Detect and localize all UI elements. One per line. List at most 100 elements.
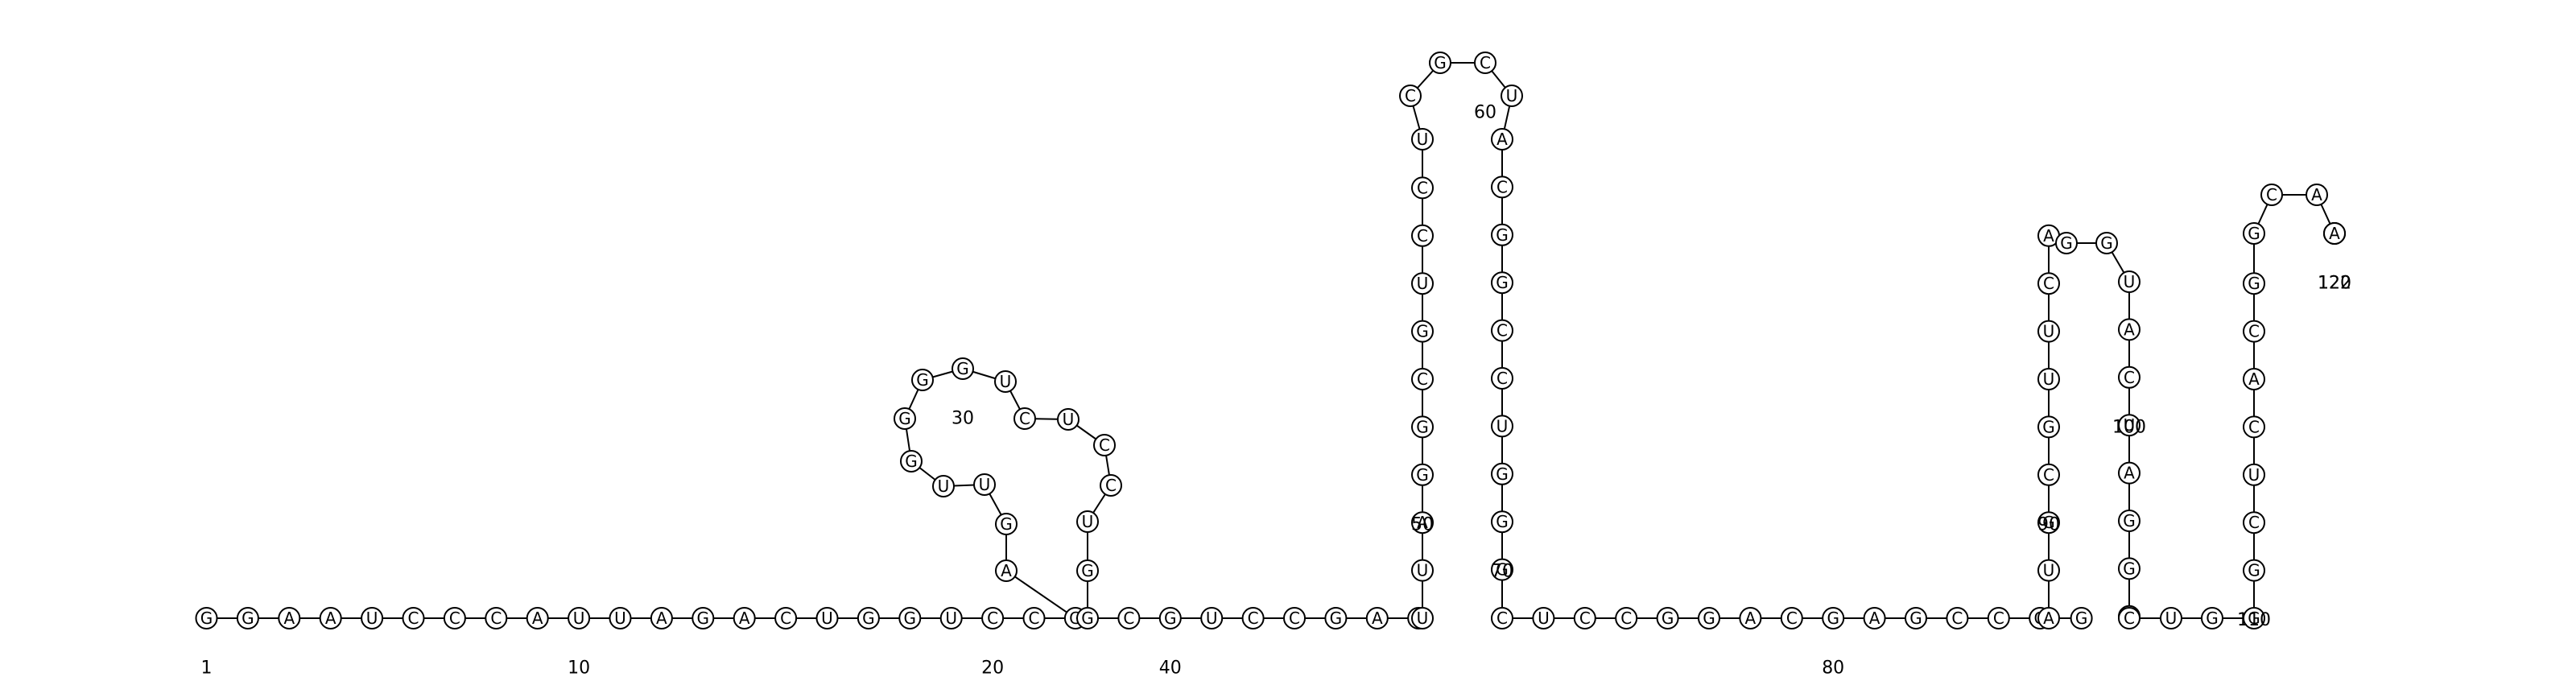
nucleotide-letter: C [1993, 609, 2004, 628]
nucleotide-letter: U [1417, 609, 1429, 628]
nucleotide-circle [2037, 415, 2060, 439]
nucleotide-circle [2118, 510, 2140, 532]
nucleotide-circle [2243, 415, 2265, 439]
nucleotide-circle [1491, 223, 1513, 246]
nucleotide-57: U [1411, 128, 1434, 151]
nucleotide-letter: G [1496, 464, 1509, 484]
nucleotide-letter: C [1105, 476, 1117, 495]
nucleotide-circle [1093, 434, 1116, 456]
nucleotide-circle [1429, 52, 1451, 74]
nucleotide-44: G [1324, 607, 1348, 629]
nucleotide-letter: A [532, 609, 543, 628]
nucleotide-letter: C [1019, 409, 1030, 428]
backbone-segment [1005, 570, 1076, 619]
nucleotide-41: U [1200, 607, 1224, 629]
nucleotide-18: G [898, 607, 922, 629]
nucleotide-letter: U [979, 475, 991, 494]
nucleotide-39: C [1117, 607, 1141, 629]
nucleotide-37: G [1076, 559, 1099, 582]
nucleotide-115: C [2243, 320, 2265, 343]
nucleotide-letter: U [573, 609, 585, 628]
position-label-50: 50 [1411, 514, 1434, 534]
nucleotide-104: G [2118, 557, 2140, 580]
nucleotide-113: C [2243, 415, 2265, 439]
nucleotide-circle [1946, 607, 1969, 629]
nucleotide-letter: U [1506, 86, 1518, 105]
nucleotide-circle [568, 607, 591, 629]
nucleotide-circle [1411, 511, 1434, 534]
nucleotide-circle [1491, 558, 1513, 581]
nucleotide-circle [774, 607, 798, 629]
nucleotide-16: U [815, 607, 839, 629]
nucleotide-3: A [278, 607, 301, 629]
nucleotide-letter: C [408, 609, 419, 628]
nucleotide-circle [900, 450, 923, 473]
nucleotide-circle [1987, 607, 2010, 629]
nucleotide-9: A [526, 607, 549, 629]
nucleotide-circle [1698, 607, 1720, 629]
nucleotide-circle [1411, 368, 1434, 390]
nucleotide-circle [932, 475, 955, 497]
nucleotide-66: C [1491, 319, 1513, 342]
nucleotide-letter: A [1372, 609, 1383, 628]
nucleotide-letter: C [1620, 609, 1632, 628]
nucleotide-letter: A [739, 609, 750, 628]
nucleotide-circle [402, 607, 425, 629]
nucleotide-36: U [1076, 510, 1099, 533]
position-label-110: 110 [2237, 610, 2271, 630]
nucleotide-letter: C [1496, 177, 1508, 196]
nucleotide-circle [1491, 271, 1513, 295]
nucleotide-77: G [1698, 607, 1720, 629]
nucleotide-28: G [894, 407, 916, 430]
nucleotide-circle [995, 559, 1018, 582]
nucleotide-circle [1411, 607, 1434, 629]
nucleotide-10: U [568, 607, 591, 629]
nucleotide-circle [2037, 607, 2060, 629]
nucleotide-31: U [994, 370, 1017, 393]
nucleotide-letter: U [1417, 561, 1429, 580]
nucleotide-circle [609, 607, 632, 629]
nucleotide-letter: C [1951, 609, 1963, 628]
nucleotide-letter: U [2165, 609, 2178, 628]
nucleotide-letter: G [862, 609, 875, 628]
nucleotide-circle [1076, 559, 1099, 582]
nucleotide-8: C [485, 607, 508, 629]
nucleotide-circle [443, 607, 466, 629]
nucleotide-69: G [1491, 462, 1513, 485]
position-label-30: 30 [952, 409, 974, 429]
nucleotide-83: C [1946, 607, 1969, 629]
nucleotide-87: A [2037, 607, 2060, 629]
nucleotide-letter: A [1001, 561, 1012, 580]
nucleotide-letter: A [2124, 320, 2135, 339]
nucleotide-letter: A [2329, 224, 2340, 243]
nucleotide-21: C [1022, 607, 1046, 629]
nucleotide-100: C [2118, 365, 2140, 389]
nucleotide-33: U [1057, 408, 1080, 431]
nucleotide-letter: G [2248, 274, 2260, 293]
nucleotide-67: C [1491, 367, 1513, 390]
nucleotide-letter: C [1496, 321, 1508, 340]
nucleotide-circle [1501, 85, 1523, 107]
position-label-10: 10 [568, 658, 590, 679]
nucleotide-letter: C [2124, 609, 2135, 628]
nucleotide-letter: A [2124, 464, 2135, 483]
nucleotide-circle [2070, 607, 2093, 629]
nucleotide-26: U [932, 475, 955, 497]
nucleotide-56: C [1411, 176, 1434, 200]
nucleotide-circle [2243, 320, 2265, 343]
nucleotide-circle [1780, 607, 1803, 629]
nucleotide-letter: C [1029, 609, 1040, 628]
nucleotide-62: A [1491, 128, 1513, 151]
nucleotide-54: U [1411, 272, 1434, 295]
nucleotide-circle [2095, 232, 2118, 254]
nucleotide-43: C [1283, 607, 1306, 629]
nucleotide-circle [898, 607, 922, 629]
nucleotide-circle [236, 607, 259, 629]
nucleotide-29: G [911, 369, 934, 391]
nucleotide-letter: G [697, 609, 710, 628]
nucleotide-circle [1573, 607, 1596, 629]
nucleotide-122: A [2323, 222, 2346, 245]
nucleotide-letter: C [1289, 609, 1300, 628]
nucleotide-circle [2118, 414, 2140, 437]
nucleotide-letter: C [2043, 274, 2054, 293]
